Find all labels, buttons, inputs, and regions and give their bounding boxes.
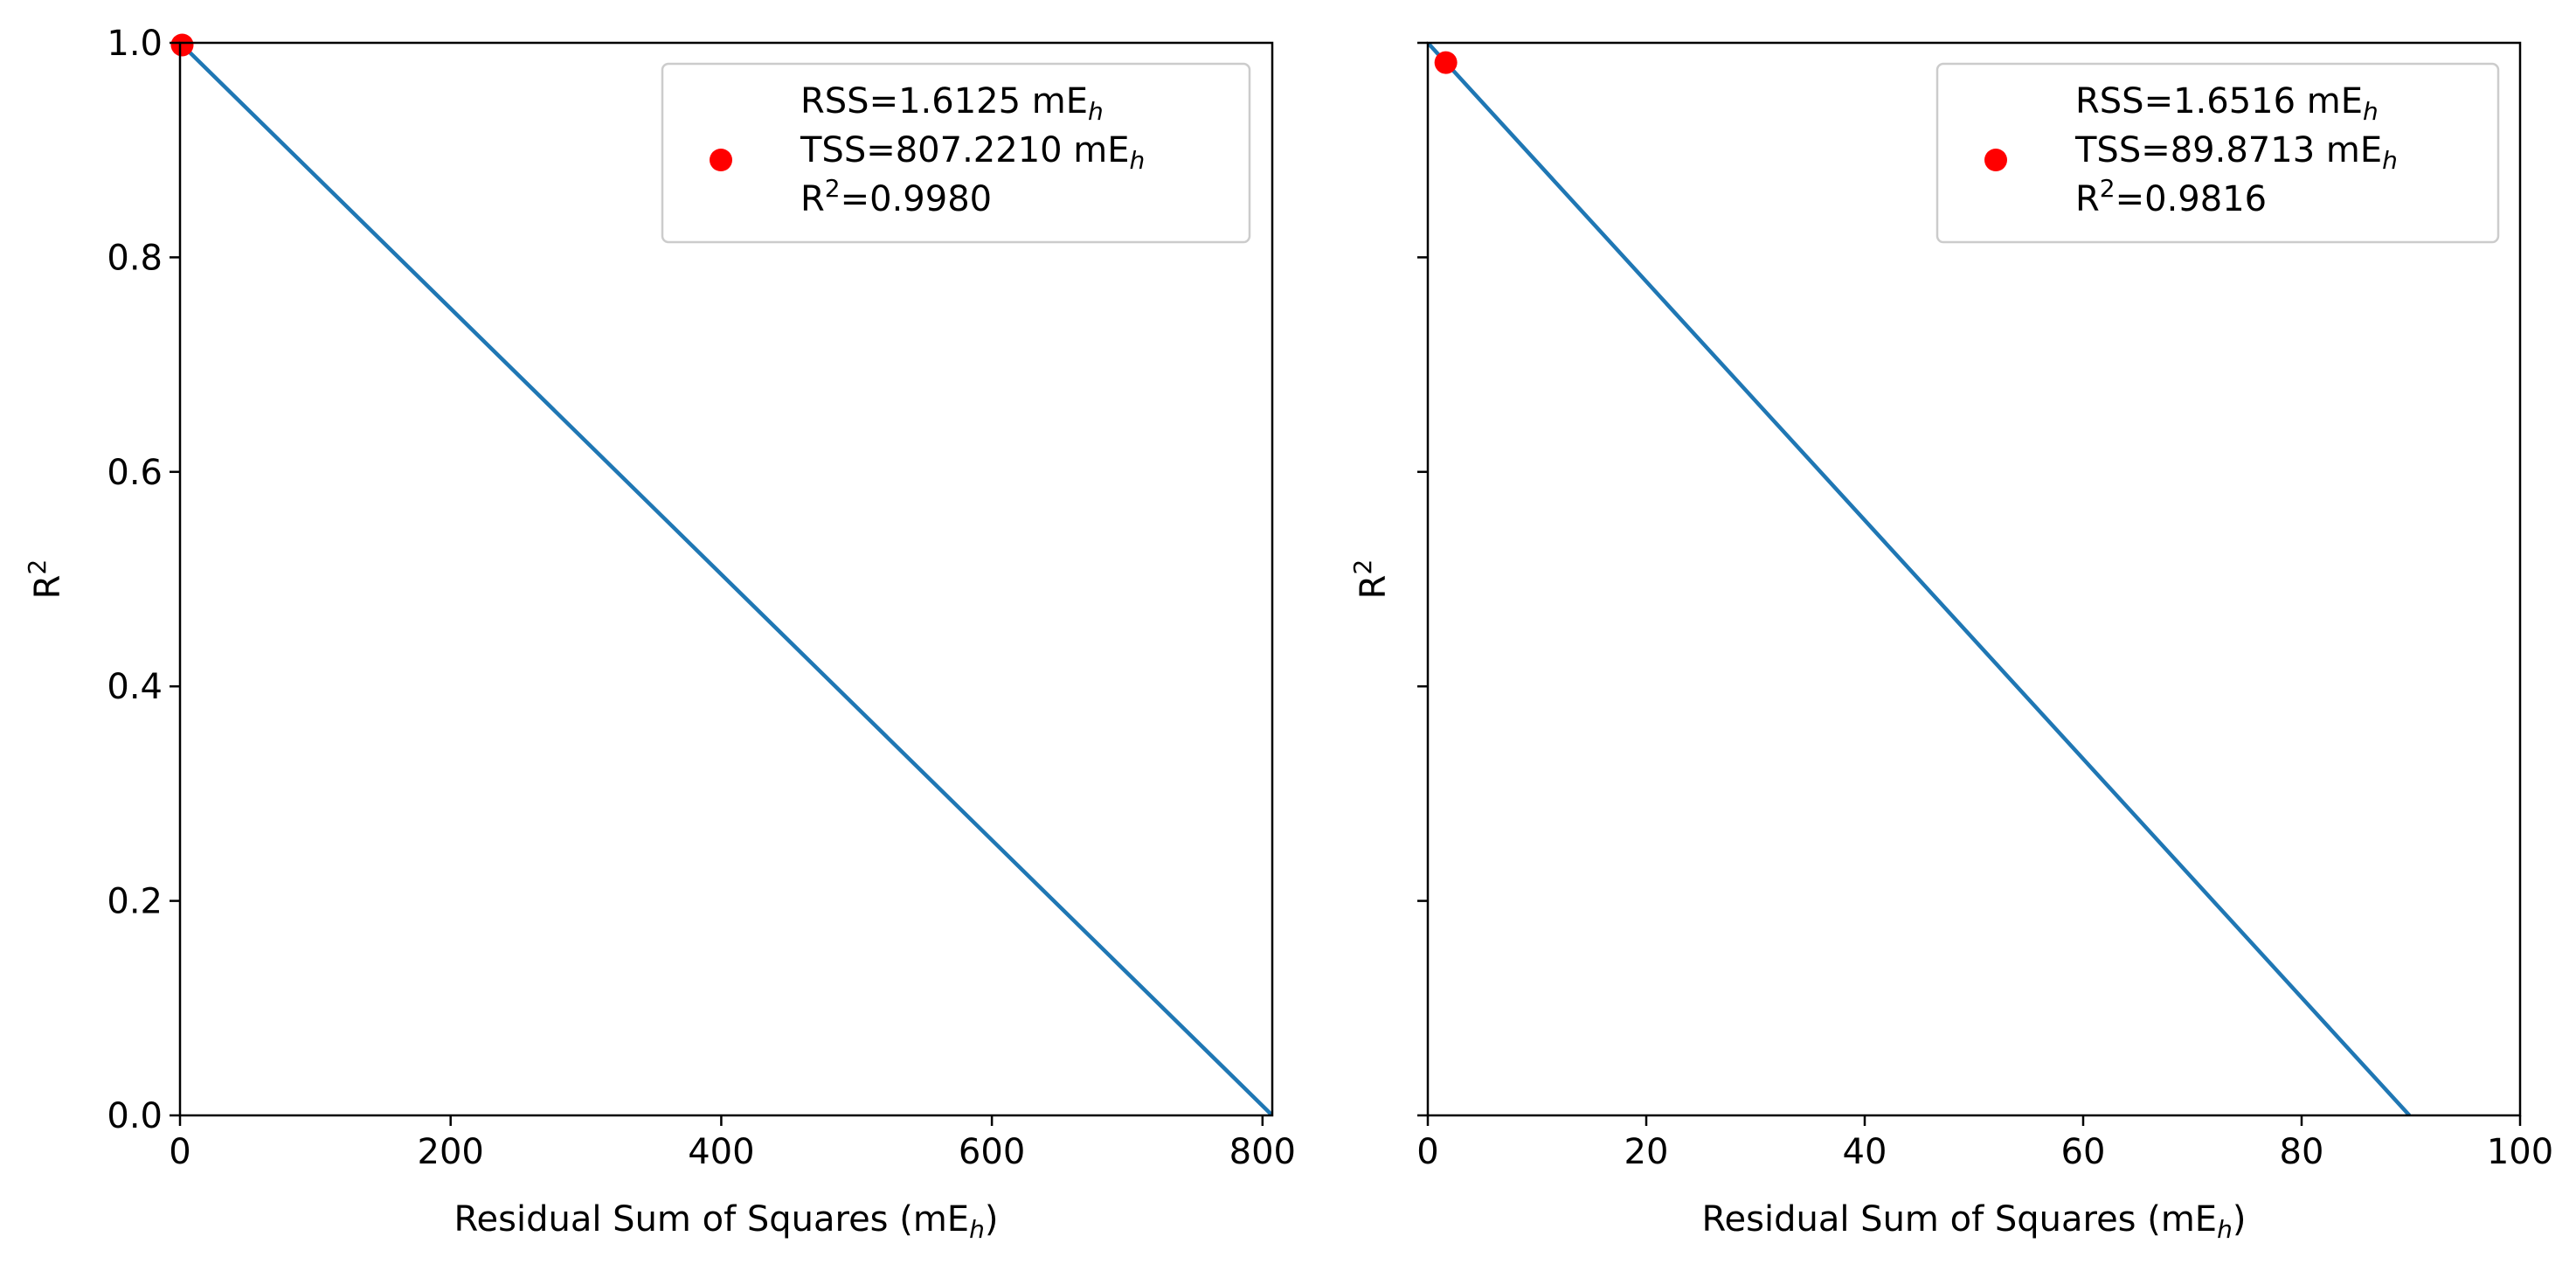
x-tick-label: 600 (959, 1132, 1025, 1172)
x-axis-label: Residual Sum of Squares (mEh) (454, 1199, 999, 1244)
scatter-point (1434, 51, 1458, 74)
x-tick-label: 20 (1624, 1132, 1669, 1172)
axes-frame (178, 41, 1274, 1117)
y-tick-label: 1.0 (107, 24, 163, 64)
axes-frame (1426, 41, 2522, 1117)
legend-line: RSS=1.6516 mEh (2075, 81, 2379, 126)
legend-box (661, 62, 1251, 244)
legend-line: R2=0.9980 (800, 174, 992, 219)
x-axis-label: Residual Sum of Squares (mEh) (1702, 1199, 2247, 1244)
y-tick-label: 0.2 (107, 882, 163, 922)
x-tick-label: 40 (1843, 1132, 1887, 1172)
y-tick-label: 0.4 (107, 667, 163, 707)
legend-marker (1984, 149, 2007, 171)
y-axis-label: R2 (23, 559, 68, 600)
chart-panel-2: 0 20 40 60 80 100 Residual Sum of Squares (mEh… (1348, 41, 2553, 1244)
series-line (1428, 43, 2412, 1115)
x-tick-label: 100 (2487, 1132, 2553, 1172)
legend-line: R2=0.9816 (2075, 174, 2267, 219)
legend-marker (710, 149, 732, 171)
x-tick-label: 0 (169, 1132, 190, 1172)
y-tick-label: 0.0 (107, 1096, 163, 1136)
x-tick-label: 800 (1229, 1132, 1296, 1172)
chart-panel-1: 0 200 400 600 800 0.0 0.2 0.4 0.6 0.8 1.0 Residual … (23, 24, 1296, 1244)
x-tick-label: 80 (2280, 1132, 2324, 1172)
x-tick-label: 0 (1416, 1132, 1438, 1172)
x-tick-label: 60 (2061, 1132, 2106, 1172)
legend-line: TSS=89.8713 mEh (2074, 130, 2398, 175)
legend-line: TSS=807.2210 mEh (800, 130, 1145, 175)
scatter-point (170, 33, 194, 57)
x-tick-label: 200 (418, 1132, 484, 1172)
series-line (180, 43, 1272, 1115)
legend-line: RSS=1.6125 mEh (800, 81, 1104, 126)
y-tick-label: 0.6 (107, 453, 163, 493)
y-axis-label: R2 (1348, 559, 1394, 600)
y-tick-label: 0.8 (107, 238, 163, 278)
x-tick-label: 400 (688, 1132, 754, 1172)
legend-box (1935, 62, 2500, 244)
